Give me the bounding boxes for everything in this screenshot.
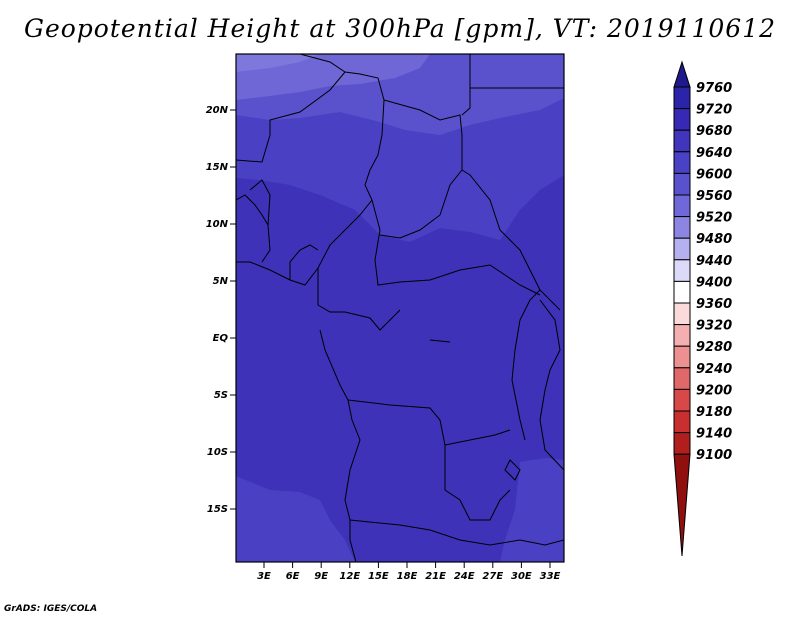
colorbar-swatch	[673, 129, 691, 153]
shading-level-9560	[236, 54, 430, 100]
lon-label: 15E	[368, 571, 389, 582]
lon-label: 6E	[286, 571, 300, 582]
colorbar-swatch	[673, 216, 691, 239]
lon-label: 30E	[511, 571, 532, 582]
colorbar-label: 9680	[696, 124, 732, 139]
colorbar-swatch	[673, 345, 691, 369]
map-frame	[235, 53, 565, 563]
colorbar-swatch	[673, 108, 691, 131]
colorbar-swatch	[673, 259, 691, 282]
colorbar-label: 9760	[696, 81, 732, 96]
lon-label: 21E	[425, 571, 446, 582]
colorbar-label: 9440	[696, 254, 732, 269]
lon-label: 27E	[482, 571, 503, 582]
longitude-axis: 3E 6E 9E 12E 15E 18E 21E 24E 27E 30E 33E	[257, 562, 561, 582]
colorbar-label: 9480	[696, 232, 732, 247]
lon-label: 12E	[339, 571, 360, 582]
lon-label: 9E	[314, 571, 328, 582]
colorbar-label: 9140	[696, 427, 732, 442]
colorbar-swatch	[673, 172, 691, 196]
shading-level-9640-southeast	[500, 458, 564, 562]
grads-credit: GrADS: IGES/COLA	[4, 604, 98, 614]
colorbar-swatch	[673, 194, 691, 218]
colorbar-swatch	[673, 302, 691, 326]
latitude-axis: 20N 15N 10N 5N EQ 5S 10S 15S	[206, 105, 236, 515]
colorbar-label: 9180	[696, 405, 732, 420]
lat-label: 15N	[206, 162, 229, 173]
colorbar-arrow-bottom	[673, 453, 691, 557]
lat-label: 10N	[206, 219, 229, 230]
lat-label: 15S	[207, 504, 228, 515]
colorbar-label: 9560	[696, 189, 732, 204]
colorbar-swatch	[673, 432, 691, 455]
colorbar-label: 9100	[696, 448, 732, 463]
lon-label: 24E	[454, 571, 475, 582]
colorbar-label: 9400	[696, 275, 732, 290]
colorbar-swatch	[673, 324, 691, 347]
colorbar-swatch	[673, 151, 691, 174]
colorbar-arrow-top	[673, 60, 691, 88]
colorbar-label: 9280	[696, 340, 732, 355]
colorbar-label: 9200	[696, 383, 732, 398]
map-title: Geopotential Height at 300hPa [gpm], VT:…	[23, 14, 777, 43]
colorbar-label: 9720	[696, 103, 732, 118]
colorbar-label: 9520	[696, 211, 732, 226]
colorbar-swatch	[673, 86, 691, 110]
lat-label: 5S	[214, 390, 228, 401]
contour-fill	[236, 54, 564, 562]
lat-label: 10S	[207, 447, 228, 458]
colorbar-label: 9320	[696, 319, 732, 334]
lat-label: 20N	[206, 105, 229, 116]
lat-label: 5N	[213, 276, 229, 287]
lon-label: 3E	[257, 571, 271, 582]
shading-level-9640-south	[236, 476, 355, 562]
colorbar-label: 9640	[696, 146, 732, 161]
lon-label: 33E	[540, 571, 561, 582]
country-borders	[236, 54, 564, 562]
colorbar-label: 9360	[696, 297, 732, 312]
colorbar-label: 9600	[696, 167, 732, 182]
lat-label: EQ	[213, 333, 229, 344]
colorbar-swatch	[673, 280, 691, 304]
colorbar-swatch	[673, 237, 691, 261]
colorbar-swatch	[673, 367, 691, 390]
colorbar-swatch	[673, 410, 691, 434]
lon-label: 18E	[397, 571, 418, 582]
colorbar-label: 9240	[696, 362, 732, 377]
colorbar: 9760 9720 9680 9640 9600 9560 9520 9480 9440 9400…	[673, 60, 732, 557]
colorbar-swatch	[673, 388, 691, 412]
shading-level-9560-corner	[236, 54, 320, 72]
